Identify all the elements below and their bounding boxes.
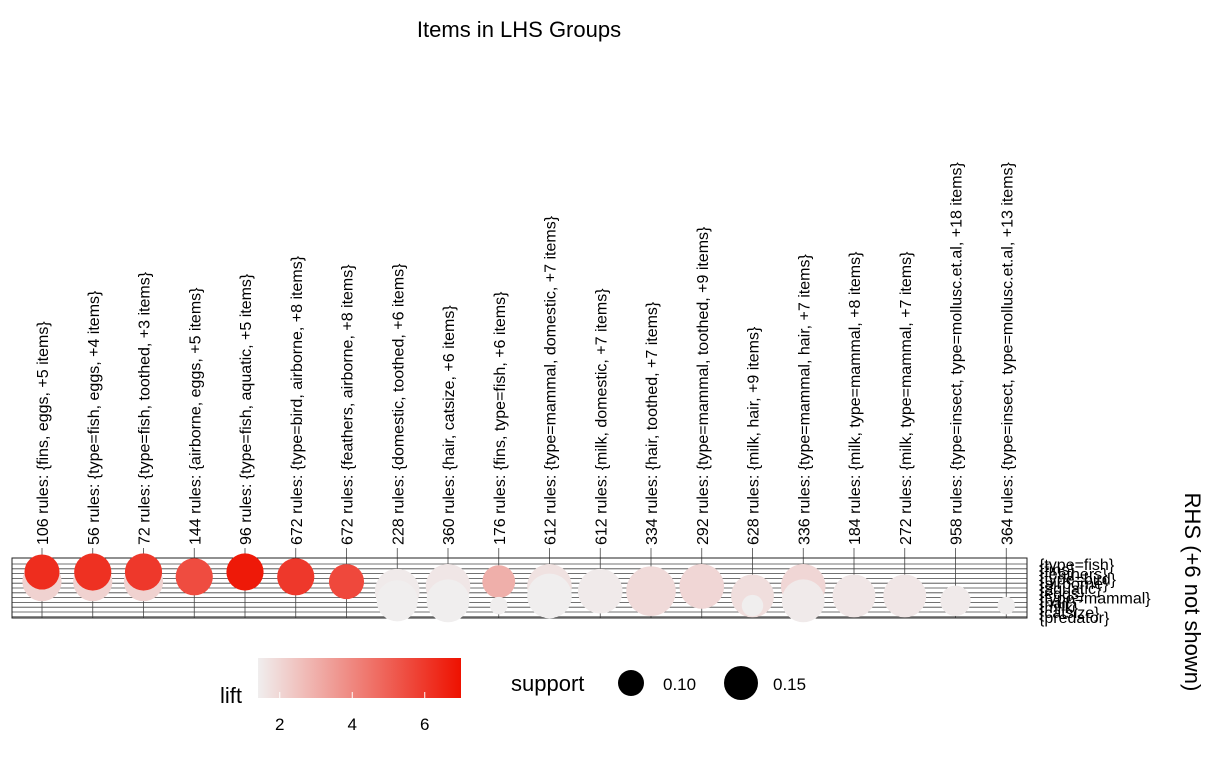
lhs-group-labels: 106 rules: {fins, eggs, +5 items} 56 rule…	[35, 161, 1016, 545]
support-key-circle	[724, 666, 758, 700]
rule-point	[175, 558, 213, 596]
support-legend-title: support	[511, 671, 584, 696]
support-key-label: 0.15	[773, 675, 806, 694]
lhs-group-label: 612 rules: {milk, domestic, +7 items}	[593, 288, 610, 545]
lift-tick-label: 6	[420, 715, 429, 734]
support-keys: 0.10 0.15	[618, 666, 806, 700]
lhs-group-label: 672 rules: {type=bird, airborne, +8 item…	[289, 255, 306, 545]
rhs-axis-title: RHS (+6 not shown)	[1180, 493, 1205, 692]
lhs-group-label: 106 rules: {fins, eggs, +5 items}	[35, 321, 52, 545]
rule-point	[376, 580, 418, 622]
lhs-group-label: 272 rules: {milk, type=mammal, +7 items}	[898, 251, 915, 545]
plot-panel	[11, 548, 1028, 619]
lhs-group-label: 144 rules: {airborne, eggs, +5 items}	[187, 287, 204, 545]
rule-point	[489, 596, 508, 615]
rhs-item-label: {hair}	[1039, 595, 1077, 612]
lhs-group-label: 176 rules: {fins, type=fish, +6 items}	[492, 291, 509, 545]
rhs-item-label: {aquatic}	[1039, 581, 1102, 598]
rhs-item-label: {type=mammal}	[1039, 591, 1151, 608]
rule-point	[883, 574, 927, 618]
rule-point	[124, 553, 163, 591]
support-key-label: 0.10	[663, 675, 696, 694]
lhs-group-label: 612 rules: {type=mammal, domestic, +7 it…	[543, 215, 560, 545]
lift-colorbar	[258, 658, 461, 698]
rule-point	[24, 554, 60, 590]
lhs-group-label: 672 rules: {feathers, airborne, +8 items…	[340, 264, 357, 545]
lift-legend: lift 2 4 6	[220, 658, 461, 734]
points-layer	[22, 553, 1016, 623]
lift-ticks: 2 4 6	[275, 692, 429, 734]
rhs-item-label: {airborne}	[1039, 576, 1109, 593]
rule-point	[781, 579, 825, 623]
lhs-group-label: 96 rules: {type=fish, aquatic, +5 items}	[238, 273, 255, 545]
rule-point	[527, 573, 572, 619]
rhs-item-labels: {type=fish}{fins}{feathers}{type=bird}{a…	[1039, 557, 1151, 627]
rhs-item-label: {catsize}	[1039, 605, 1100, 622]
plot-border	[11, 557, 1028, 619]
lhs-group-label: 336 rules: {type=mammal, hair, +7 items}	[796, 254, 813, 545]
rule-point	[577, 568, 623, 614]
lhs-group-label: 360 rules: {hair, catsize, +6 items}	[441, 305, 458, 545]
rule-point	[626, 566, 676, 616]
lhs-group-label: 72 rules: {type=fish, toothed, +3 items}	[137, 271, 154, 545]
rule-point	[679, 564, 725, 609]
lift-tick-label: 2	[275, 715, 284, 734]
rhs-item-label: {predator}	[1039, 610, 1110, 627]
rule-point	[426, 579, 470, 623]
lhs-group-label: 228 rules: {domestic, toothed, +6 items}	[390, 263, 407, 545]
rhs-item-label: {feathers}	[1039, 567, 1108, 584]
rhs-item-label: {milk}	[1039, 600, 1079, 617]
rule-point	[74, 553, 112, 591]
rule-point	[277, 558, 315, 596]
rule-point	[832, 574, 876, 618]
support-legend: support 0.10 0.15	[511, 666, 806, 700]
rhs-item-label: {type=fish}	[1039, 557, 1115, 574]
rhs-item-label: {eggs}	[1039, 586, 1085, 603]
rule-point	[482, 565, 516, 598]
lhs-group-label: 334 rules: {hair, toothed, +7 items}	[644, 301, 661, 545]
lhs-group-label: 628 rules: {milk, hair, +9 items}	[746, 326, 763, 545]
rhs-item-label: {fins}	[1039, 562, 1075, 579]
rule-point	[328, 564, 365, 600]
rule-point	[226, 553, 264, 591]
lhs-group-label: 184 rules: {milk, type=mammal, +8 items}	[847, 251, 864, 545]
lhs-group-label: 292 rules: {type=mammal, toothed, +9 ite…	[695, 226, 712, 545]
rule-point	[997, 596, 1016, 615]
support-key-circle	[618, 670, 644, 696]
lift-tick-label: 4	[348, 715, 357, 734]
rule-point	[940, 585, 971, 616]
lhs-group-label: 364 rules: {type=insect, type=mollusc.et…	[999, 161, 1016, 545]
lift-legend-title: lift	[220, 683, 242, 708]
lhs-group-label: 56 rules: {type=fish, eggs, +4 items}	[86, 290, 103, 545]
rule-point	[741, 594, 764, 617]
rhs-item-label: {type=bird}	[1039, 571, 1117, 588]
chart-title: Items in LHS Groups	[417, 17, 621, 42]
lhs-group-label: 958 rules: {type=insect, type=mollusc.et…	[949, 161, 966, 545]
